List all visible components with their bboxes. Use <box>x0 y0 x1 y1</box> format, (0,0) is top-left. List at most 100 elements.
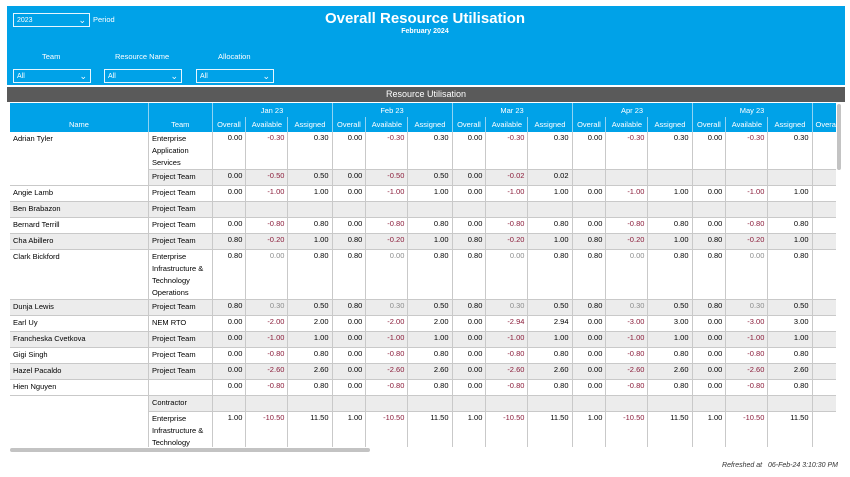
column-header-available[interactable]: Available <box>245 117 289 132</box>
value-cell <box>287 395 333 412</box>
value-cell: 0.80 <box>812 299 836 316</box>
resource-name-cell: Ben Brabazon <box>10 201 149 218</box>
chevron-down-icon: ⌄ <box>262 71 270 81</box>
column-header-team[interactable]: Team <box>148 117 213 132</box>
value-cell: -1.00 <box>245 185 289 202</box>
value-cell: -10.50 <box>245 411 289 447</box>
header-blank <box>148 103 213 117</box>
month-header: Apr 23 <box>572 103 693 117</box>
column-header-overall[interactable]: Overall <box>452 117 487 132</box>
value-cell: 1.00 <box>452 411 487 447</box>
value-cell: 0.80 <box>692 299 727 316</box>
table-row[interactable]: Hazel Pacaldo Project Team 0.00 -2.60 2.60 0.… <box>10 363 836 380</box>
column-header-overall[interactable]: Overall <box>332 117 367 132</box>
value-cell: 0.30 <box>287 132 333 170</box>
value-cell: -1.00 <box>725 331 769 348</box>
header-blank <box>812 103 836 117</box>
value-cell: 0.00 <box>812 315 836 332</box>
resource-name-cell: Earl Uy <box>10 315 149 332</box>
month-header: Mar 23 <box>452 103 573 117</box>
value-cell: 0.80 <box>647 347 693 364</box>
table-row[interactable]: Francheska Cvetkova Project Team 0.00 -1.00… <box>10 331 836 348</box>
value-cell: 0.80 <box>407 379 453 396</box>
column-header-available[interactable]: Available <box>485 117 529 132</box>
resource-name-cell: Bernard Terrill <box>10 217 149 234</box>
resource-name-cell: Hien Nguyen <box>10 379 149 396</box>
value-cell: -0.80 <box>365 379 409 396</box>
column-header-overall[interactable]: Overall <box>572 117 607 132</box>
value-cell: -0.80 <box>485 379 529 396</box>
value-cell: 0.00 <box>452 363 487 380</box>
table-row[interactable]: Gigi Singh Project Team 0.00 -0.80 0.80 0.00-… <box>10 347 836 364</box>
value-cell: 0.00 <box>332 315 367 332</box>
table-row[interactable]: Bernard Terrill Project Team 0.00 -0.80 0.80… <box>10 217 836 234</box>
value-cell: 1.00 <box>647 233 693 250</box>
resource-filter-dropdown[interactable]: All ⌄ <box>104 69 182 83</box>
value-cell: 0.00 <box>452 185 487 202</box>
column-header-available[interactable]: Available <box>725 117 769 132</box>
column-header-assigned[interactable]: Assigned <box>647 117 693 132</box>
horizontal-scrollbar[interactable] <box>10 448 370 452</box>
value-cell: 0.00 <box>725 249 769 300</box>
page-title: Overall Resource Utilisation <box>324 10 526 27</box>
value-cell: 1.00 <box>527 233 573 250</box>
value-cell: 0.50 <box>767 299 813 316</box>
value-cell: 0.80 <box>527 249 573 300</box>
value-cell: -10.50 <box>365 411 409 447</box>
table-row[interactable]: Contractor <box>10 395 836 412</box>
team-cell: Enterprise Infrastructure & Technology O… <box>148 411 213 447</box>
column-header-overall[interactable]: Overall <box>812 117 836 132</box>
value-cell <box>647 201 693 218</box>
resource-name-cell: Gigi Singh <box>10 347 149 364</box>
table-row[interactable]: Dunja Lewis Project Team 0.80 0.30 0.50 0.80 0… <box>10 299 836 316</box>
value-cell: -1.00 <box>485 331 529 348</box>
vertical-scrollbar[interactable] <box>837 104 841 170</box>
value-cell: 2.00 <box>287 315 333 332</box>
value-cell: 1.00 <box>407 331 453 348</box>
table-row[interactable]: Project Team 0.00 -0.50 0.50 0.00 -0.50 0.50 0.… <box>10 169 836 186</box>
value-cell: -0.80 <box>725 217 769 234</box>
value-cell: 0.00 <box>812 411 836 447</box>
table-row[interactable]: Cha Abillero Project Team 0.80 -0.20 1.00 0.8… <box>10 233 836 250</box>
value-cell: 0.80 <box>287 379 333 396</box>
column-header-available[interactable]: Available <box>365 117 409 132</box>
column-header-available[interactable]: Available <box>605 117 649 132</box>
table-row[interactable]: Enterprise Infrastructure & Technology O… <box>10 411 836 447</box>
value-cell: 0.80 <box>572 233 607 250</box>
value-cell: 0.80 <box>407 347 453 364</box>
chevron-down-icon: ⌄ <box>78 15 86 25</box>
table-row[interactable]: Ben Brabazon Project Team <box>10 201 836 218</box>
column-header-overall[interactable]: Overall <box>212 117 247 132</box>
table-row[interactable]: Adrian Tyler Enterprise Application Servi… <box>10 132 836 170</box>
column-header-assigned[interactable]: Assigned <box>527 117 573 132</box>
resource-name-cell <box>10 411 149 447</box>
value-cell: 0.00 <box>245 249 289 300</box>
value-cell <box>485 395 529 412</box>
table-row[interactable]: Earl Uy NEM RTO 0.00 -2.00 2.00 0.00 -2.00 2.00… <box>10 315 836 332</box>
table-row[interactable]: Hien Nguyen 0.00 -0.80 0.80 0.00 -0.80 0.80 0.0… <box>10 379 836 396</box>
team-filter-dropdown[interactable]: All ⌄ <box>13 69 91 83</box>
column-header-assigned[interactable]: Assigned <box>287 117 333 132</box>
chevron-down-icon: ⌄ <box>79 71 87 81</box>
utilisation-table-container[interactable]: Jan 23 Feb 23 Mar 23 Apr 23 May 23 Name … <box>10 103 836 447</box>
table-row[interactable]: Angie Lamb Project Team 0.00 -1.00 1.00 0.00-… <box>10 185 836 202</box>
allocation-filter-dropdown[interactable]: All ⌄ <box>196 69 274 83</box>
value-cell <box>692 201 727 218</box>
value-cell: -2.00 <box>245 315 289 332</box>
value-cell <box>365 395 409 412</box>
value-cell: 0.00 <box>485 249 529 300</box>
column-header-assigned[interactable]: Assigned <box>767 117 813 132</box>
table-row[interactable]: Clark Bickford Enterprise Infrastructure … <box>10 249 836 300</box>
value-cell <box>605 395 649 412</box>
value-cell <box>692 395 727 412</box>
value-cell: 0.00 <box>212 363 247 380</box>
period-dropdown[interactable]: 2023 ⌄ <box>13 13 90 27</box>
value-cell <box>812 169 836 186</box>
value-cell <box>212 395 247 412</box>
column-header-overall[interactable]: Overall <box>692 117 727 132</box>
column-header-name[interactable]: Name <box>10 117 149 132</box>
value-cell: 0.00 <box>572 347 607 364</box>
value-cell: 0.80 <box>812 249 836 300</box>
column-header-assigned[interactable]: Assigned <box>407 117 453 132</box>
value-cell: 1.00 <box>572 411 607 447</box>
